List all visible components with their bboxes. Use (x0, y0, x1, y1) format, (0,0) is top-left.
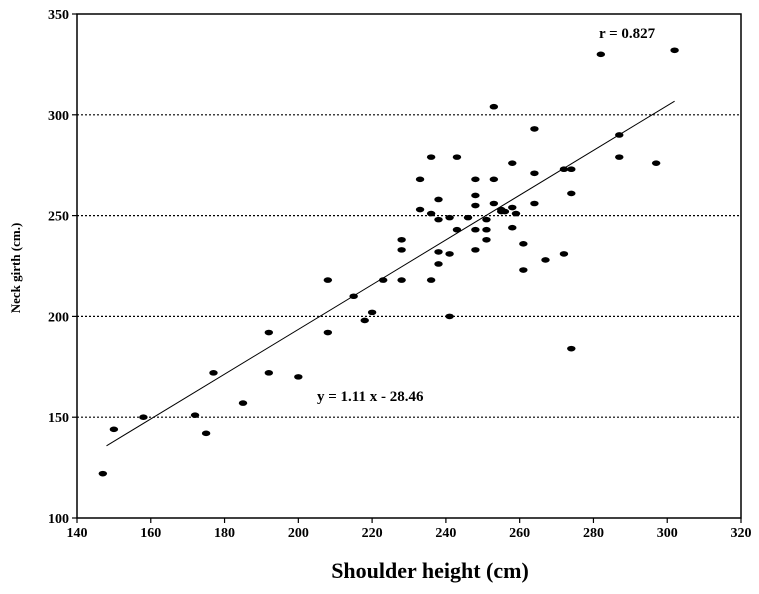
data-point-52 (508, 224, 517, 231)
data-point-18 (397, 247, 406, 253)
data-point-65 (615, 132, 624, 138)
x-tick-label-280: 280 (583, 526, 604, 541)
data-point-66 (615, 154, 624, 160)
data-point-39 (471, 247, 480, 253)
correlation-annotation: r = 0.827 (599, 26, 656, 42)
data-point-57 (530, 200, 539, 207)
data-point-63 (567, 345, 576, 352)
data-point-21 (415, 206, 425, 213)
y-axis-title: Neck girth (cm.) (8, 223, 23, 314)
data-point-13 (349, 293, 358, 300)
data-point-6 (209, 370, 218, 376)
data-point-15 (367, 309, 377, 316)
regression-equation-annotation: y = 1.11 x - 28.46 (317, 389, 424, 405)
data-point-51 (511, 210, 521, 217)
data-point-43 (489, 103, 499, 110)
data-point-53 (519, 241, 528, 247)
data-point-25 (434, 196, 443, 203)
data-point-55 (530, 126, 539, 132)
data-point-33 (452, 226, 462, 233)
data-point-34 (463, 214, 473, 221)
data-point-59 (559, 166, 569, 173)
x-tick-label-260: 260 (509, 526, 530, 541)
data-point-24 (426, 277, 436, 283)
data-point-58 (541, 257, 550, 263)
trendline-group (106, 100, 675, 447)
data-point-5 (201, 430, 211, 437)
data-point-1 (98, 470, 108, 477)
plot-area-frame (76, 13, 742, 519)
data-point-62 (567, 190, 576, 197)
data-point-8 (264, 329, 274, 336)
data-point-68 (670, 47, 679, 54)
axes: 140 160 180 200 220 240 260 280 300 320 100 150 200 2… (48, 8, 752, 541)
data-point-14 (360, 317, 369, 324)
data-point-17 (397, 236, 406, 243)
y-tick-label-200: 200 (48, 310, 69, 325)
data-point-38 (471, 226, 480, 233)
data-point-31 (445, 313, 454, 320)
x-tick-label-240: 240 (435, 526, 456, 541)
data-point-2 (109, 426, 119, 433)
data-points (98, 47, 679, 477)
data-point-22 (426, 154, 436, 160)
data-point-26 (434, 216, 443, 223)
data-point-7 (238, 400, 248, 406)
data-point-36 (471, 192, 480, 199)
x-tick-label-300: 300 (657, 526, 678, 541)
x-axis-title: Shoulder height (cm) (331, 558, 529, 583)
data-point-11 (323, 277, 333, 283)
data-point-12 (323, 329, 333, 336)
data-point-42 (482, 236, 491, 243)
data-point-40 (482, 216, 491, 223)
x-tick-label-140: 140 (67, 526, 88, 541)
data-point-30 (445, 251, 454, 257)
data-point-50 (508, 204, 517, 211)
y-tick-label-100: 100 (48, 512, 69, 527)
x-tick-label-220: 220 (362, 526, 383, 541)
data-point-20 (415, 176, 425, 183)
data-point-3 (139, 414, 148, 421)
data-point-37 (471, 202, 480, 209)
data-point-10 (294, 374, 303, 380)
data-point-32 (452, 154, 462, 160)
data-point-54 (519, 267, 528, 273)
data-point-35 (471, 176, 480, 183)
regression-line (106, 100, 675, 447)
data-point-48 (500, 208, 510, 215)
y-tick-label-300: 300 (48, 109, 69, 124)
data-point-4 (190, 412, 200, 418)
data-point-23 (426, 210, 436, 217)
data-point-16 (378, 277, 388, 283)
data-point-9 (264, 370, 274, 376)
data-point-29 (445, 214, 454, 221)
data-point-61 (567, 166, 576, 173)
data-point-28 (434, 261, 443, 267)
gridlines (77, 114, 741, 418)
y-tick-label-350: 350 (48, 8, 69, 23)
data-point-45 (489, 200, 499, 207)
data-point-60 (559, 251, 569, 257)
data-point-64 (596, 51, 606, 58)
x-tick-label-320: 320 (731, 526, 752, 541)
data-point-19 (397, 277, 406, 283)
y-tick-label-250: 250 (48, 210, 69, 225)
data-point-44 (489, 176, 499, 183)
data-point-27 (434, 249, 443, 255)
data-point-41 (482, 226, 491, 233)
data-point-49 (508, 160, 517, 166)
y-tick-label-150: 150 (48, 411, 69, 426)
data-point-67 (651, 160, 661, 166)
x-tick-label-200: 200 (288, 526, 309, 541)
x-tick-label-180: 180 (214, 526, 235, 541)
x-tick-label-160: 160 (140, 526, 161, 541)
data-point-56 (530, 170, 539, 177)
